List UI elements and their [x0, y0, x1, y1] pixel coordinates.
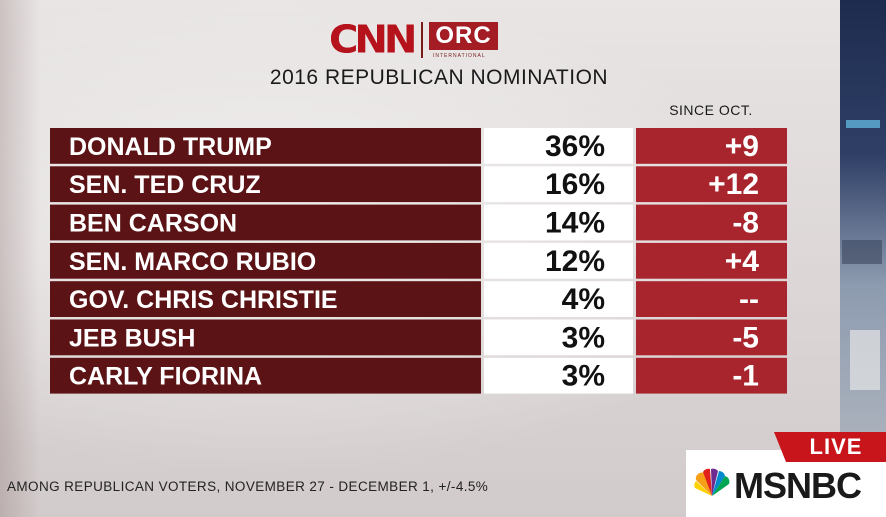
table-row: SEN. MARCO RUBIO 12% +4 [50, 242, 787, 279]
label-cell [50, 204, 481, 241]
change-value: +4 [725, 245, 760, 278]
value-cell [484, 357, 633, 394]
value-cell [484, 128, 633, 164]
chart-title: 2016 REPUBLICAN NOMINATION [269, 66, 609, 89]
table-row: DONALD TRUMP 36% +9 [50, 128, 787, 164]
table-row: GOV. CHRIS CHRISTIE 4% -- [50, 281, 787, 317]
orc-logo-text: ORC [429, 22, 498, 50]
table-row: BEN CARSON 14% -8 [50, 204, 787, 241]
table-row: CARLY FIORINA 3% -1 [50, 357, 787, 394]
change-cell [636, 204, 787, 241]
change-cell [636, 357, 787, 394]
candidate-label: SEN. MARCO RUBIO [69, 248, 316, 276]
label-cell [50, 166, 481, 203]
percentage-value: 3% [562, 360, 605, 393]
table-row: JEB BUSH 3% -5 [50, 319, 787, 356]
change-value: -1 [732, 360, 759, 393]
logo-divider [421, 22, 424, 58]
change-value: -- [739, 283, 759, 316]
change-cell [636, 242, 787, 279]
percentage-value: 12% [545, 245, 605, 278]
value-cell [484, 166, 633, 203]
cnn-orc-logo: CNN ORC INTERNATIONAL [329, 20, 498, 62]
background-shade [0, 0, 40, 517]
value-cell [484, 319, 633, 356]
candidate-label: DONALD TRUMP [69, 133, 272, 161]
change-cell [636, 128, 787, 164]
candidate-label: SEN. TED CRUZ [69, 171, 261, 199]
candidate-label: CARLY FIORINA [69, 363, 262, 391]
live-badge: LIVE [774, 432, 886, 462]
percentage-value: 16% [545, 168, 605, 201]
value-cell [484, 204, 633, 241]
orc-logo-subtext: INTERNATIONAL [433, 53, 486, 59]
peacock-icon [694, 468, 730, 496]
change-cell [636, 281, 787, 317]
msnbc-logo-text: MSNBC [734, 465, 862, 506]
label-cell [50, 242, 481, 279]
change-value: +12 [708, 168, 759, 201]
network-bug: LIVE MSNBC [686, 432, 886, 517]
percentage-value: 14% [545, 207, 605, 240]
percentage-value: 36% [545, 130, 605, 163]
percentage-value: 3% [562, 321, 605, 354]
label-cell [50, 128, 481, 164]
change-value: +9 [725, 130, 759, 163]
table-row: SEN. TED CRUZ 16% +12 [50, 166, 787, 203]
studio-background [840, 0, 886, 517]
candidate-label: GOV. CHRIS CHRISTIE [69, 286, 338, 314]
change-value: -8 [732, 207, 759, 240]
label-cell [50, 281, 481, 317]
cnn-logo-text: CNN [329, 18, 417, 62]
change-cell [636, 166, 787, 203]
label-cell [50, 357, 481, 394]
percentage-value: 4% [562, 283, 605, 316]
change-cell [636, 319, 787, 356]
candidate-label: JEB BUSH [69, 324, 195, 352]
value-cell [484, 242, 633, 279]
change-value: -5 [732, 321, 759, 354]
value-cell [484, 281, 633, 317]
footnote: AMONG REPUBLICAN VOTERS, NOVEMBER 27 - D… [7, 479, 489, 494]
change-column-header: SINCE OCT. [669, 102, 753, 118]
label-cell [50, 319, 481, 356]
candidate-label: BEN CARSON [69, 210, 237, 238]
